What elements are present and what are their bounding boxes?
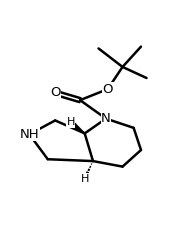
Text: N: N <box>101 112 111 125</box>
Text: O: O <box>50 86 60 99</box>
Text: H: H <box>67 117 75 127</box>
Text: O: O <box>102 83 113 96</box>
Text: NH: NH <box>20 128 39 141</box>
Polygon shape <box>69 120 85 133</box>
Text: H: H <box>81 174 89 184</box>
